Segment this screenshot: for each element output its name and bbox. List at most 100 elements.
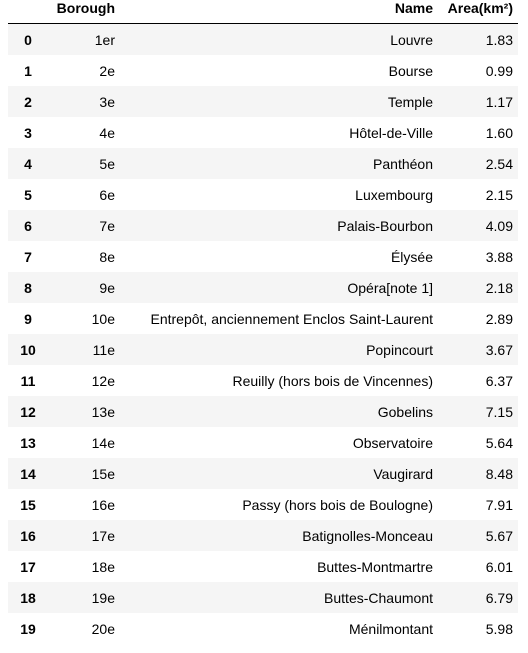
area-cell: 1.60 xyxy=(485,124,513,141)
table-row: 9 10e Entrepôt, anciennement Enclos Saint-… xyxy=(8,303,518,334)
table-row: 11 12e Reuilly (hors bois de Vincennes) 6.3… xyxy=(8,365,518,396)
area-cell: 7.15 xyxy=(485,403,513,420)
borough-cell: 19e xyxy=(91,589,115,606)
area-cell: 5.98 xyxy=(485,620,513,637)
name-cell: Bourse xyxy=(388,62,433,79)
borough-cell: 17e xyxy=(91,527,115,544)
table-row: 2 3e Temple 1.17 xyxy=(8,86,518,117)
area-cell: 5.64 xyxy=(485,434,513,451)
name-cell: Buttes-Chaumont xyxy=(324,589,433,606)
area-cell: 5.67 xyxy=(485,527,513,544)
table-row: 4 5e Panthéon 2.54 xyxy=(8,148,518,179)
borough-cell: 2e xyxy=(99,62,115,79)
borough-cell: 5e xyxy=(99,155,115,172)
name-cell: Hôtel-de-Ville xyxy=(349,124,433,141)
borough-column-header: Borough xyxy=(48,0,120,24)
borough-cell: 10e xyxy=(91,310,115,327)
row-index: 11 xyxy=(20,372,36,389)
table-row: 17 18e Buttes-Montmartre 6.01 xyxy=(8,551,518,582)
name-cell: Passy (hors bois de Boulogne) xyxy=(242,496,433,513)
table-row: 6 7e Palais-Bourbon 4.09 xyxy=(8,210,518,241)
row-index: 2 xyxy=(24,93,32,110)
name-cell: Vaugirard xyxy=(373,465,433,482)
name-cell: Temple xyxy=(387,93,433,110)
borough-cell: 13e xyxy=(91,403,115,420)
name-cell: Buttes-Montmartre xyxy=(317,558,433,575)
row-index: 5 xyxy=(24,186,32,203)
area-cell: 3.88 xyxy=(485,248,513,265)
name-cell: Opéra[note 1] xyxy=(347,279,433,296)
row-index: 12 xyxy=(20,403,36,420)
borough-cell: 20e xyxy=(91,620,115,637)
table-row: 1 2e Bourse 0.99 xyxy=(8,55,518,86)
name-cell: Popincourt xyxy=(366,341,433,358)
borough-cell: 3e xyxy=(99,93,115,110)
area-cell: 1.83 xyxy=(485,31,513,48)
borough-cell: 18e xyxy=(91,558,115,575)
name-cell: Élysée xyxy=(390,248,433,265)
borough-cell: 6e xyxy=(99,186,115,203)
table-row: 7 8e Élysée 3.88 xyxy=(8,241,518,272)
row-index: 16 xyxy=(20,527,36,544)
area-cell: 4.09 xyxy=(485,217,513,234)
borough-cell: 16e xyxy=(91,496,115,513)
header-row: Borough Name Area(km²) xyxy=(8,0,518,24)
area-cell: 3.67 xyxy=(485,341,513,358)
borough-cell: 11e xyxy=(92,341,115,358)
name-cell: Ménilmontant xyxy=(348,620,433,637)
name-column-header: Name xyxy=(120,0,438,24)
row-index: 8 xyxy=(24,279,32,296)
row-index: 9 xyxy=(24,310,32,327)
borough-cell: 12e xyxy=(91,372,115,389)
area-cell: 1.17 xyxy=(485,93,513,110)
table-row: 15 16e Passy (hors bois de Boulogne) 7.91 xyxy=(8,489,518,520)
area-cell: 2.18 xyxy=(485,279,513,296)
table-row: 13 14e Observatoire 5.64 xyxy=(8,427,518,458)
name-cell: Louvre xyxy=(390,31,433,48)
row-index: 14 xyxy=(20,465,36,482)
row-index: 18 xyxy=(20,589,36,606)
row-index: 17 xyxy=(20,558,36,575)
borough-cell: 7e xyxy=(99,217,115,234)
area-cell: 7.91 xyxy=(485,496,513,513)
borough-cell: 8e xyxy=(99,248,115,265)
borough-cell: 1er xyxy=(94,31,115,48)
row-index: 3 xyxy=(24,124,32,141)
area-cell: 2.15 xyxy=(485,186,513,203)
row-index: 0 xyxy=(24,31,32,48)
row-index: 19 xyxy=(20,620,36,637)
dataframe-table: Borough Name Area(km²) 0 1er Louvre 1.83 1 2e… xyxy=(8,0,518,644)
name-cell: Palais-Bourbon xyxy=(337,217,433,234)
name-cell: Gobelins xyxy=(377,403,433,420)
area-column-header: Area(km²) xyxy=(438,0,518,24)
borough-cell: 4e xyxy=(99,124,115,141)
table-row: 10 11e Popincourt 3.67 xyxy=(8,334,518,365)
row-index: 6 xyxy=(24,217,32,234)
table-row: 18 19e Buttes-Chaumont 6.79 xyxy=(8,582,518,613)
name-cell: Reuilly (hors bois de Vincennes) xyxy=(232,372,433,389)
table-row: 14 15e Vaugirard 8.48 xyxy=(8,458,518,489)
row-index: 4 xyxy=(24,155,32,172)
row-index: 1 xyxy=(24,62,32,79)
area-cell: 8.48 xyxy=(485,465,513,482)
index-column-header xyxy=(8,0,48,24)
table-row: 5 6e Luxembourg 2.15 xyxy=(8,179,518,210)
area-cell: 0.99 xyxy=(485,62,513,79)
name-cell: Entrepôt, anciennement Enclos Saint-Laur… xyxy=(150,310,433,327)
table-row: 19 20e Ménilmontant 5.98 xyxy=(8,613,518,644)
table-body: 0 1er Louvre 1.83 1 2e Bourse 0.99 2 3e Temple 1.17… xyxy=(8,23,518,644)
borough-cell: 9e xyxy=(99,279,115,296)
table-row: 8 9e Opéra[note 1] 2.18 xyxy=(8,272,518,303)
table-row: 0 1er Louvre 1.83 xyxy=(8,23,518,55)
name-cell: Panthéon xyxy=(373,155,433,172)
area-cell: 2.89 xyxy=(485,310,513,327)
table-row: 3 4e Hôtel-de-Ville 1.60 xyxy=(8,117,518,148)
table-row: 12 13e Gobelins 7.15 xyxy=(8,396,518,427)
table-row: 16 17e Batignolles-Monceau 5.67 xyxy=(8,520,518,551)
row-index: 15 xyxy=(20,496,36,513)
table-header: Borough Name Area(km²) xyxy=(8,0,518,24)
area-cell: 6.37 xyxy=(485,372,513,389)
borough-cell: 15e xyxy=(91,465,115,482)
name-cell: Observatoire xyxy=(352,434,433,451)
row-index: 10 xyxy=(20,341,36,358)
